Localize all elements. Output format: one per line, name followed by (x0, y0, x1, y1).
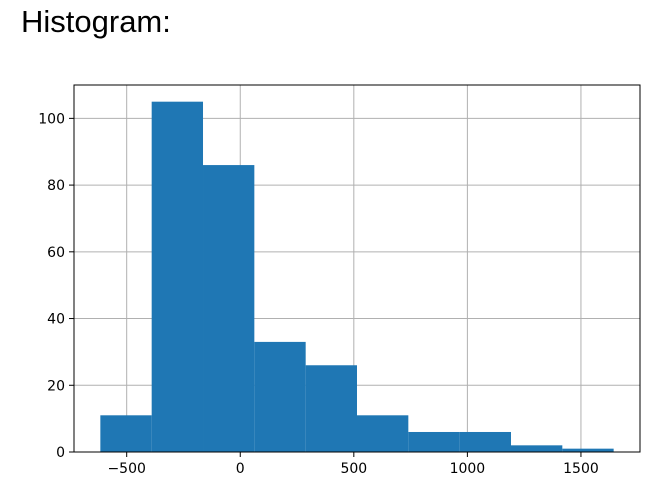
histogram-bar (254, 341, 306, 452)
x-tick-label: 1500 (563, 461, 599, 477)
histogram-bar (203, 165, 255, 452)
axes-frame (73, 84, 641, 453)
histogram-bar (562, 448, 614, 452)
y-tick-label: 80 (47, 178, 65, 194)
histogram-bar (305, 365, 357, 452)
y-tick-label: 40 (47, 312, 65, 328)
histogram-bar (408, 431, 460, 452)
page-heading: Histogram: (21, 4, 171, 39)
x-tick-label: 1000 (450, 461, 486, 477)
histogram-bar (151, 101, 204, 452)
x-tick-label: −500 (107, 461, 145, 477)
x-tick-label: 0 (236, 461, 245, 477)
histogram-bar (459, 431, 511, 452)
x-tick-label: 500 (340, 461, 367, 477)
y-tick-label: 100 (38, 111, 65, 127)
ticks-layer: −500 0 500 1000 1500 0 20 40 60 80 100 (38, 111, 599, 477)
y-tick-label: 0 (56, 445, 65, 461)
histogram-bar (510, 445, 563, 452)
y-tick-label: 60 (47, 245, 65, 261)
bars-layer (100, 101, 614, 452)
y-tick-label: 20 (47, 378, 65, 394)
histogram-bar (357, 415, 409, 452)
histogram-bar (100, 415, 152, 452)
